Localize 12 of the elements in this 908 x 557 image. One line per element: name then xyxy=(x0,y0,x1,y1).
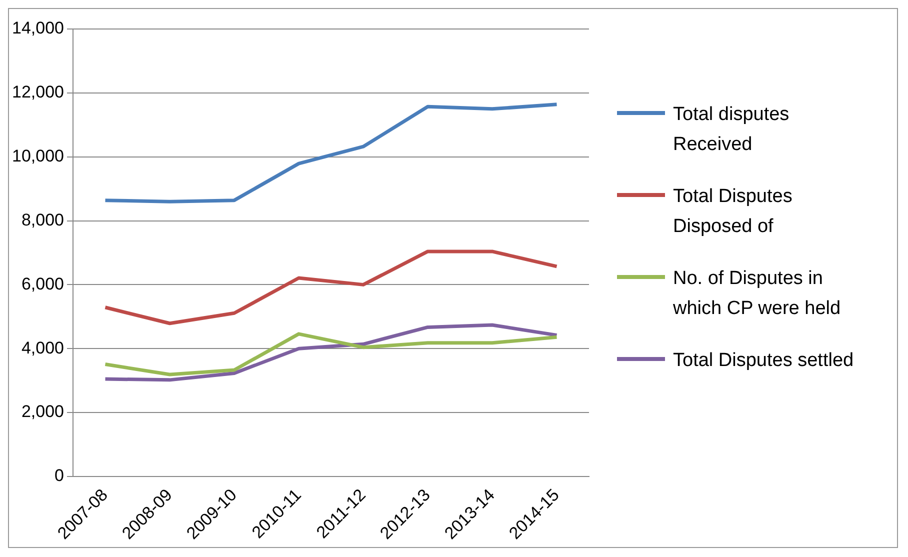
y-tick-label: 4,000 xyxy=(21,338,64,358)
y-tick-label: 10,000 xyxy=(12,146,64,166)
y-tick-label: 0 xyxy=(54,466,64,486)
y-tick-label: 6,000 xyxy=(21,274,64,294)
y-tick-label: 12,000 xyxy=(12,82,64,102)
y-tick-label: 2,000 xyxy=(21,402,64,422)
legend-label: Total disputes Received xyxy=(673,103,790,157)
legend-label: No. of Disputes in which CP were held xyxy=(673,267,842,321)
y-tick-label: 8,000 xyxy=(21,210,64,230)
legend-label: Total Disputes Disposed of xyxy=(673,185,794,239)
legend-label: Total Disputes settled xyxy=(673,349,855,373)
y-tick-label: 14,000 xyxy=(12,18,64,38)
